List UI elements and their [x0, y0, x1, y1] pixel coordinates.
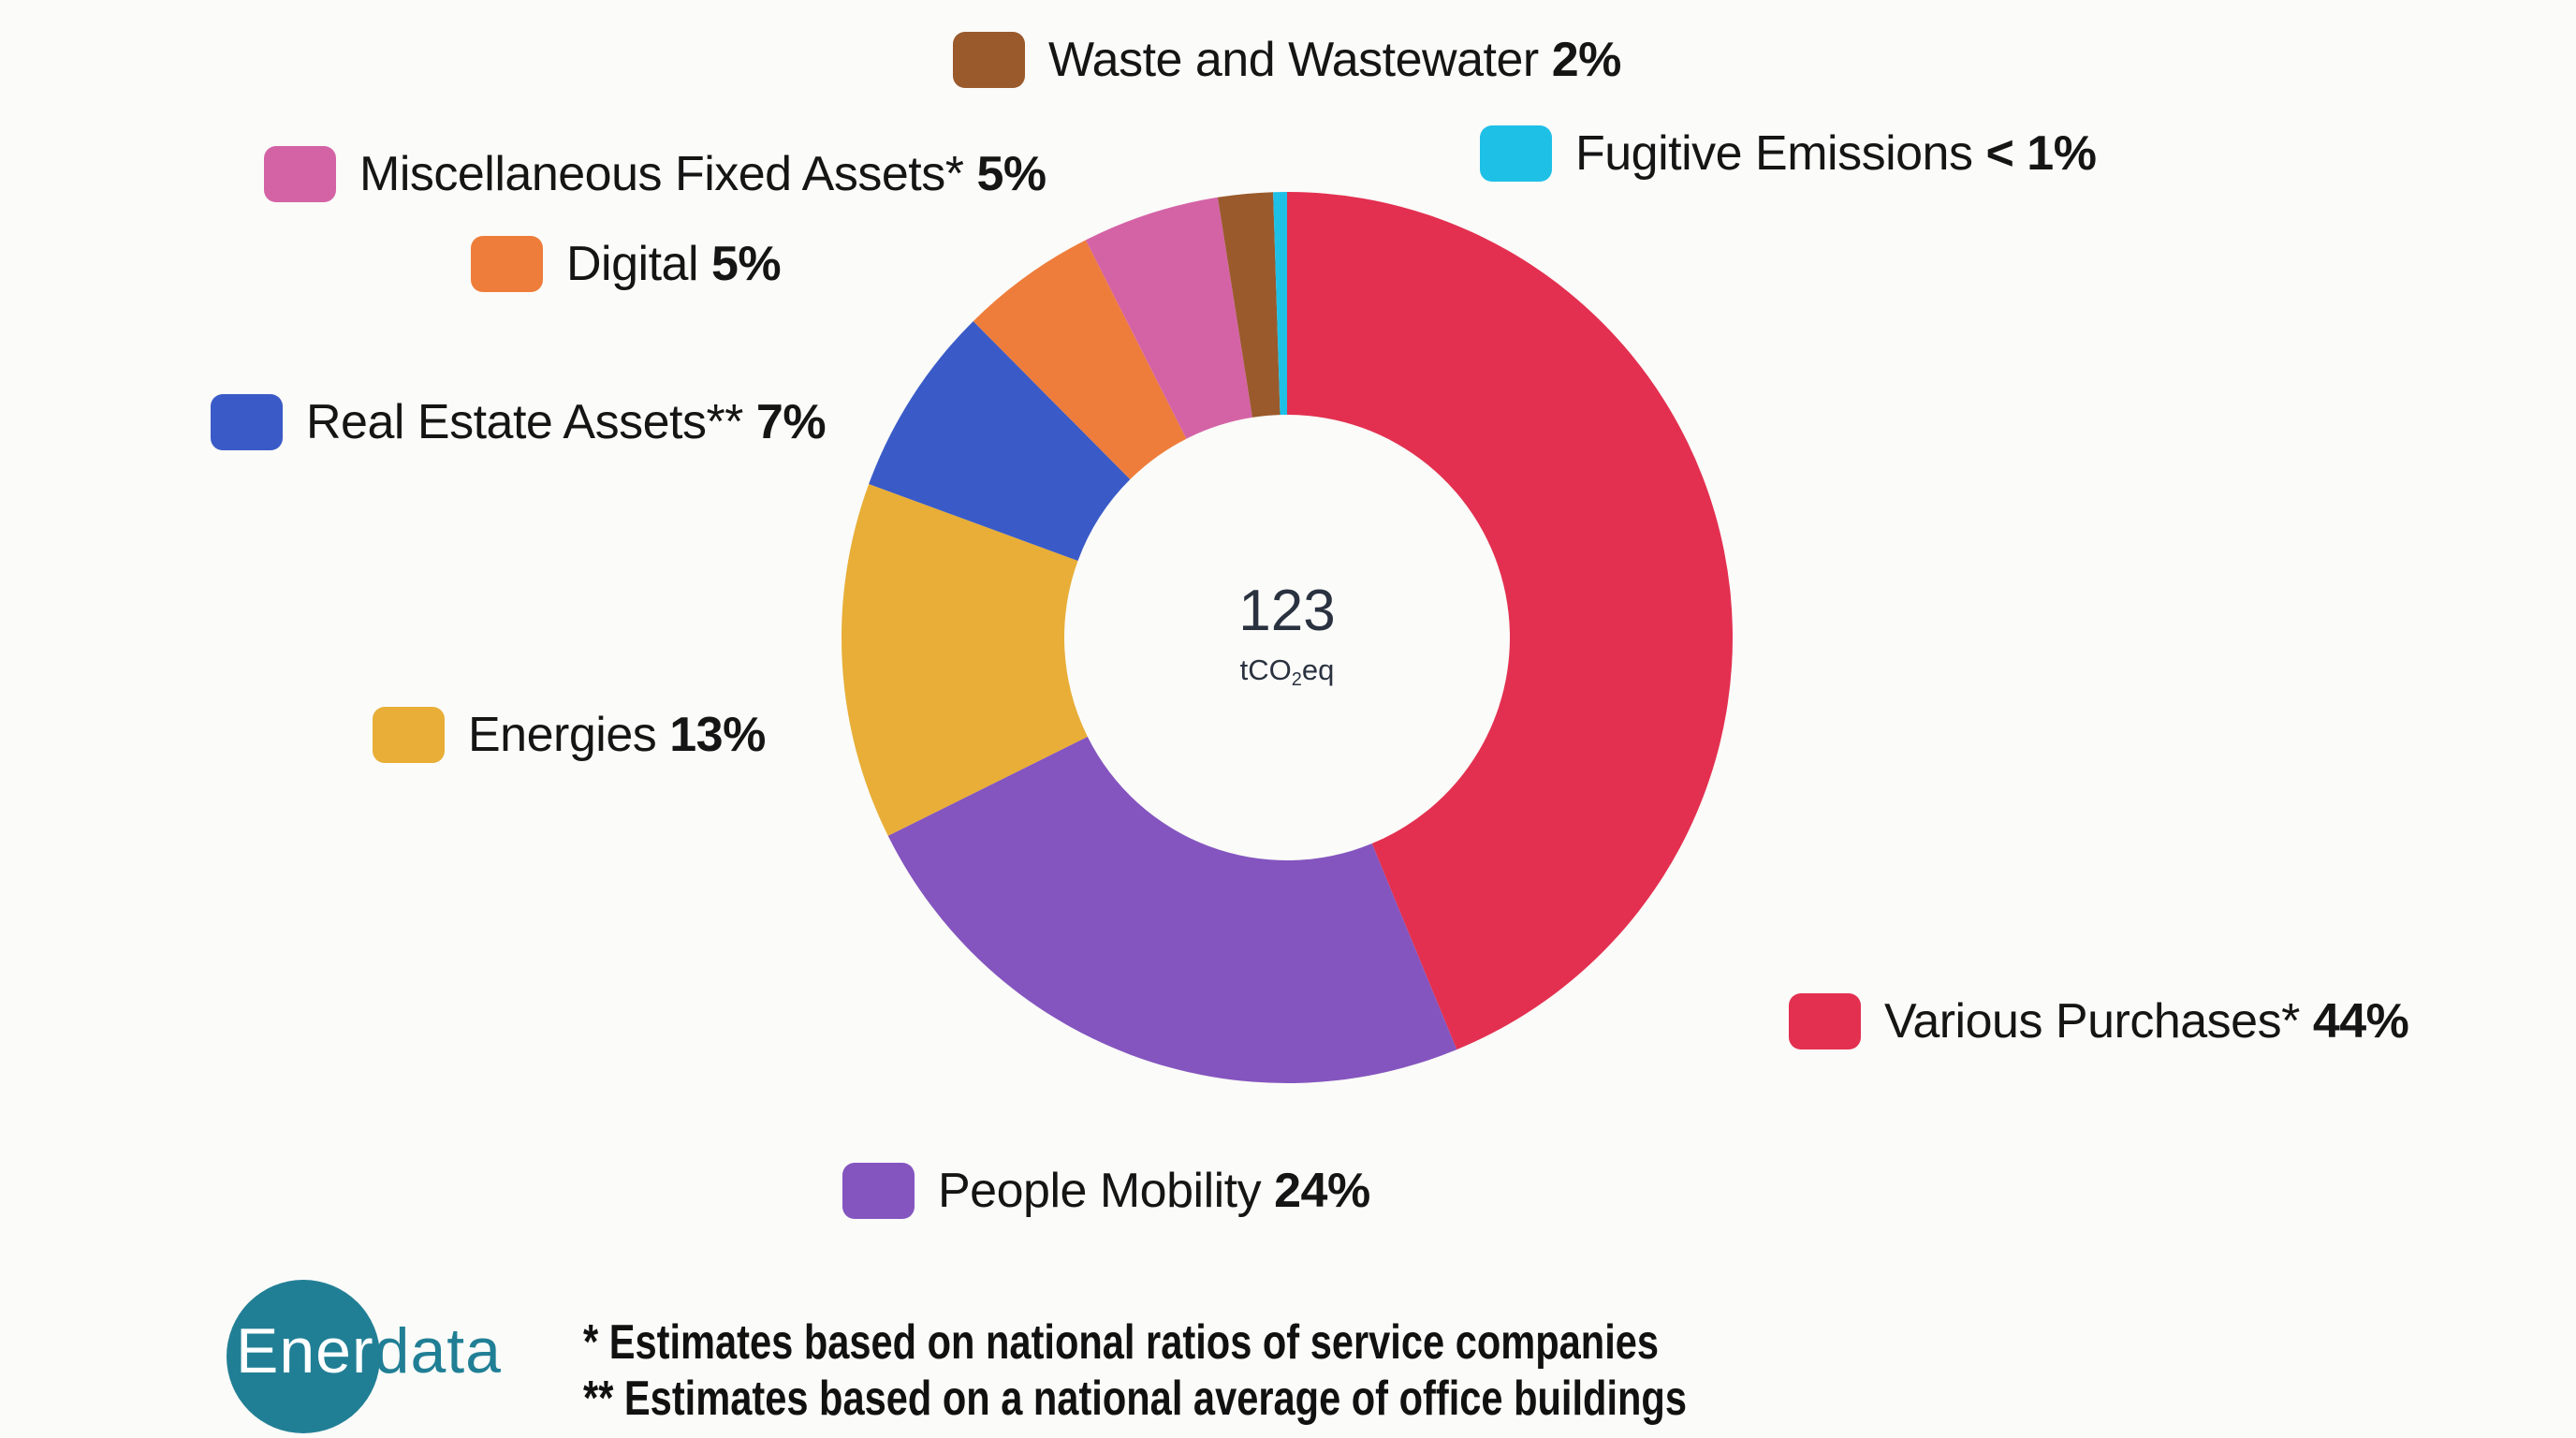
legend-label: People Mobility	[938, 1164, 1262, 1218]
legend-item-various-purchases: Various Purchases* 44%	[1789, 992, 2409, 1050]
legend-item-energies: Energies 13%	[373, 706, 766, 764]
legend-item-fugitive: Fugitive Emissions < 1%	[1480, 125, 2097, 183]
total-emissions-unit: tCO2eq	[1239, 653, 1335, 690]
footnotes: * Estimates based on national ratios of …	[583, 1314, 1963, 1427]
donut-slice-fugitive-emissions	[1273, 192, 1287, 416]
logo-wordmark: Enerdata	[236, 1315, 502, 1387]
legend-swatch-energies	[373, 707, 445, 763]
legend-label: Miscellaneous Fixed Assets*	[359, 147, 964, 201]
donut-slice-digital	[973, 240, 1187, 480]
legend-swatch-misc	[264, 146, 336, 202]
logo-circle	[227, 1280, 380, 1433]
legend-label: Energies	[468, 708, 657, 762]
donut-slice-various-purchases	[1287, 192, 1733, 1050]
legend-percent: < 1%	[1985, 126, 2097, 181]
donut-slice-waste-and-wastewater	[1217, 192, 1281, 418]
legend-percent: 2%	[1551, 33, 1622, 87]
legend-swatch-people	[842, 1163, 915, 1219]
legend-label: Various Purchases*	[1884, 994, 2300, 1049]
footnote-2: ** Estimates based on a national average…	[583, 1372, 1687, 1426]
legend-item-digital: Digital 5%	[471, 235, 782, 293]
legend-percent: 5%	[976, 147, 1046, 201]
legend-item-real-estate: Real Estate Assets** 7%	[211, 393, 827, 451]
legend-percent: 44%	[2312, 994, 2409, 1049]
legend-label: Waste and Wastewater	[1048, 33, 1539, 87]
legend-label: Real Estate Assets**	[306, 395, 743, 449]
legend-swatch-various	[1789, 993, 1861, 1049]
legend-label: Digital	[566, 237, 699, 291]
legend-swatch-fugitive	[1480, 125, 1552, 182]
legend-percent: 13%	[669, 708, 766, 762]
legend-item-waste: Waste and Wastewater 2%	[953, 31, 1621, 89]
total-emissions-value: 123	[1238, 579, 1336, 643]
legend-swatch-real-estate	[211, 394, 283, 450]
legend-label: Fugitive Emissions	[1575, 126, 1973, 181]
legend-percent: 24%	[1274, 1164, 1370, 1218]
donut-slice-people-mobility	[887, 736, 1457, 1083]
donut-slice-miscellaneous-fixed-assets	[1085, 197, 1252, 439]
donut-slice-energies	[842, 484, 1088, 836]
footnote-1: * Estimates based on national ratios of …	[583, 1315, 1660, 1370]
legend-swatch-digital	[471, 236, 543, 292]
legend-item-misc-fixed-assets: Miscellaneous Fixed Assets* 5%	[264, 145, 1046, 203]
donut-slice-real-estate-assets	[869, 321, 1131, 562]
legend-swatch-waste	[953, 32, 1025, 88]
enerdata-logo: Enerdata	[227, 1280, 535, 1435]
legend-percent: 7%	[755, 395, 827, 449]
legend-percent: 5%	[711, 237, 782, 291]
legend-item-people-mobility: People Mobility 24%	[842, 1162, 1370, 1220]
